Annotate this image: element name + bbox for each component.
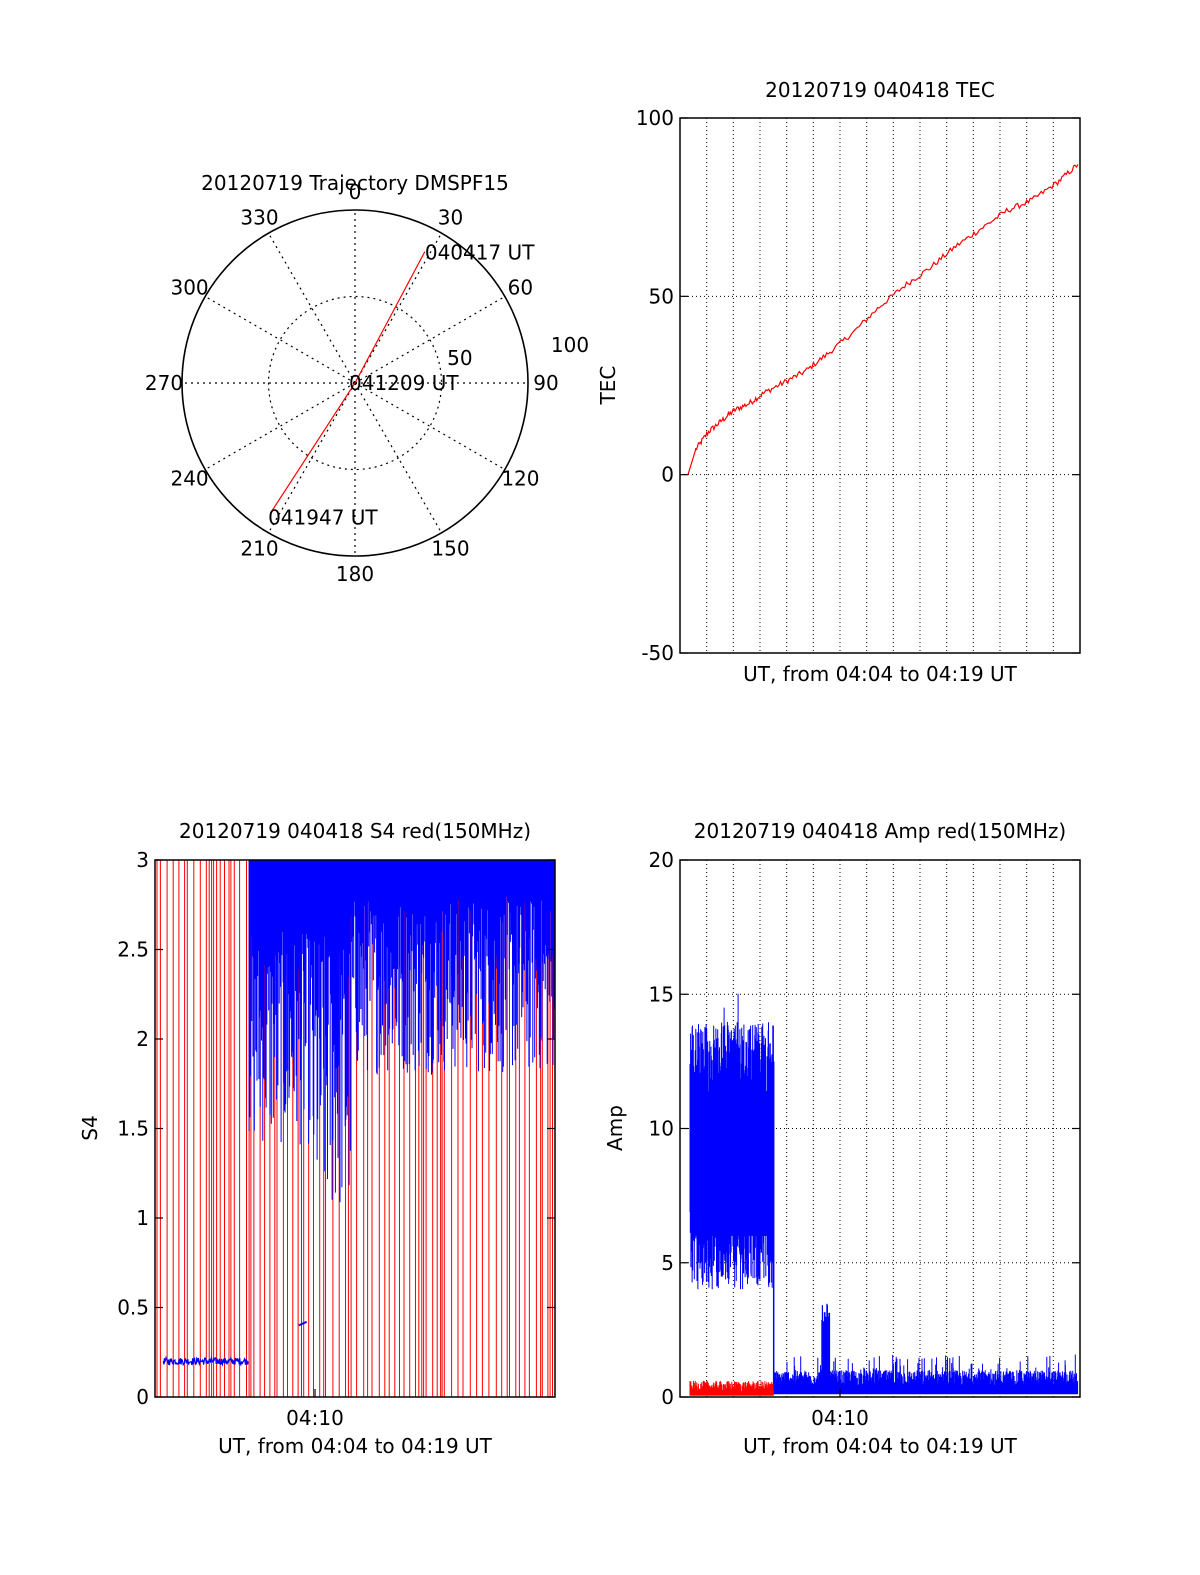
tec-plot: 20120719 040418 TEC -50 0 50 100 TEC UT, fr… [596, 78, 1081, 686]
trajectory-time-label: 041947 UT [268, 506, 378, 530]
amp-ylabel: Amp [603, 1105, 627, 1151]
amp-blue-burst [821, 1303, 831, 1384]
y-tick-label: 100 [636, 106, 674, 130]
trajectory-line: 040417 UT 041209 UT 041947 UT [268, 241, 535, 530]
polar-radial-label: 100 [551, 333, 589, 357]
y-tick-label: 0.5 [117, 1296, 149, 1320]
polar-spoke [354, 295, 506, 384]
tec-frame [679, 117, 1081, 654]
polar-angle-label: 300 [170, 276, 208, 300]
tec-ylabel: TEC [596, 366, 620, 406]
s4-xlabel: UT, from 04:04 to 04:19 UT [218, 1434, 493, 1458]
s4-blue-series [162, 860, 555, 1367]
polar-radial-labels: 50 100 [447, 333, 589, 370]
amp-series [689, 993, 1079, 1397]
amp-title: 20120719 040418 Amp red(150MHz) [694, 819, 1066, 843]
polar-angle-label: 180 [336, 562, 374, 586]
y-tick-label: 0 [136, 1385, 149, 1409]
polar-spoke [204, 295, 356, 384]
trajectory-plot: 20120719 Trajectory DMSPF15 0 30 60 90 120 15… [145, 171, 589, 586]
polar-angle-label: 270 [145, 371, 183, 395]
tec-y-ticks: -50 0 50 100 [636, 106, 1080, 665]
y-tick-label: 20 [649, 848, 674, 872]
polar-angle-label: 330 [240, 206, 278, 230]
y-tick-label: 1.5 [117, 1117, 149, 1141]
s4-ylabel: S4 [78, 1115, 102, 1140]
polar-spoke [354, 232, 443, 384]
amp-xlabel: UT, from 04:04 to 04:19 UT [743, 1434, 1018, 1458]
amp-y-ticks: 0 5 10 15 20 [649, 848, 1080, 1409]
polar-angle-label: 210 [240, 536, 278, 560]
polar-spoke [354, 382, 506, 471]
polar-angle-label: 60 [508, 276, 533, 300]
s4-y-ticks: 0 0.5 1 1.5 2 2.5 3 [117, 848, 555, 1409]
tec-grid [706, 118, 1054, 653]
trajectory-title: 20120719 Trajectory DMSPF15 [201, 171, 509, 195]
polar-angle-label: 0 [349, 180, 362, 204]
polar-angle-label: 30 [438, 206, 463, 230]
tec-series-line [687, 164, 1079, 475]
polar-angle-label: 240 [170, 467, 208, 491]
amp-red-band [689, 1380, 774, 1396]
y-tick-label: 5 [661, 1251, 674, 1275]
polar-inner-circle [267, 295, 443, 471]
polar-angle-labels: 0 30 60 90 120 150 180 210 240 270 300 330 [145, 180, 559, 586]
polar-spoke [204, 382, 356, 471]
polar-angle-label: 150 [431, 536, 469, 560]
y-tick-label: 0 [661, 463, 674, 487]
y-tick-label: 3 [136, 848, 149, 872]
s4-blue-dense [248, 860, 555, 1203]
trajectory-path [271, 251, 426, 512]
amp-blue-low-band [773, 1354, 1079, 1395]
s4-title: 20120719 040418 S4 red(150MHz) [179, 819, 531, 843]
amp-frame [679, 859, 1081, 1398]
y-tick-label: 10 [649, 1117, 674, 1141]
s4-frame [154, 859, 556, 1398]
y-tick-label: 1 [136, 1206, 149, 1230]
polar-radial-label: 50 [447, 346, 472, 370]
s4-xtick-0410: 04:10 [286, 1406, 344, 1430]
s4-blue-small-segment [298, 1320, 308, 1327]
tec-xlabel: UT, from 04:04 to 04:19 UT [743, 662, 1018, 686]
y-tick-label: 15 [649, 982, 674, 1006]
amp-plot: 20120719 040418 Amp red(150MHz) 0 5 10 15 20… [603, 819, 1081, 1458]
polar-outer-circle [181, 209, 529, 557]
y-tick-label: 50 [649, 284, 674, 308]
y-tick-label: -50 [641, 641, 674, 665]
trajectory-time-label: 041209 UT [349, 371, 459, 395]
y-tick-label: 2 [136, 1027, 149, 1051]
polar-grid [181, 209, 529, 557]
polar-spoke [354, 382, 443, 534]
polar-angle-label: 90 [533, 371, 558, 395]
polar-spoke [267, 382, 356, 534]
tec-title: 20120719 040418 TEC [765, 78, 995, 102]
polar-angle-label: 120 [501, 467, 539, 491]
polar-spoke [267, 232, 356, 384]
s4-blue-baseline [162, 1355, 249, 1367]
s4-plot: 20120719 040418 S4 red(150MHz) 0 0.5 1 1.5 2… [78, 819, 556, 1458]
amp-blue-core [693, 1128, 772, 1236]
y-tick-label: 2.5 [117, 938, 149, 962]
amp-xtick-0410: 04:10 [811, 1406, 869, 1430]
y-tick-label: 0 [661, 1385, 674, 1409]
trajectory-time-label: 040417 UT [425, 241, 535, 265]
